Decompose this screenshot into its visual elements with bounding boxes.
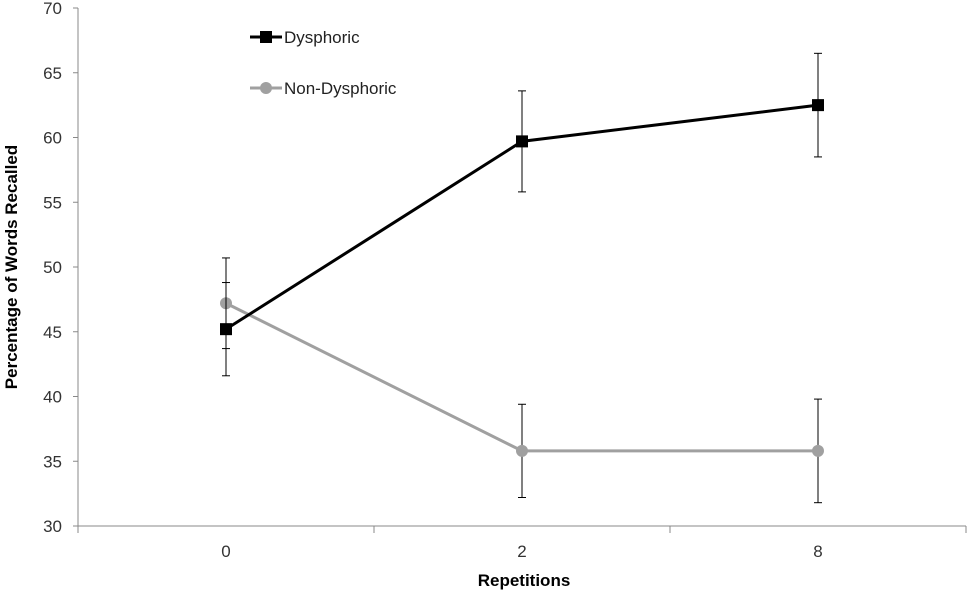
data-point-square	[812, 99, 824, 112]
x-tick-label: 0	[221, 542, 230, 561]
legend: Dysphoric Non-Dysphoric	[250, 28, 397, 98]
legend-marker-circle	[260, 82, 272, 94]
x-axis-title: Repetitions	[478, 571, 571, 590]
legend-label: Non-Dysphoric	[284, 79, 397, 98]
y-tick-label: 65	[43, 64, 62, 83]
x-axis: 0 2 8	[77, 525, 967, 561]
y-tick-label: 60	[43, 129, 62, 148]
legend-marker-square	[260, 31, 272, 43]
data-point-circle	[812, 444, 824, 457]
data-point-circle	[516, 444, 528, 457]
y-tick-label: 50	[43, 258, 62, 277]
x-ticks: 0 2 8	[77, 526, 967, 561]
legend-item: Dysphoric	[250, 28, 360, 47]
y-tick-label: 40	[43, 388, 62, 407]
series-dysphoric	[220, 52, 824, 377]
series-non-dysphoric	[220, 257, 824, 504]
plot-area	[220, 52, 824, 504]
data-point-square	[220, 323, 232, 336]
x-tick-label: 8	[813, 542, 822, 561]
y-tick-label: 55	[43, 193, 62, 212]
y-tick-label: 35	[43, 452, 62, 471]
y-tick-label: 30	[43, 517, 62, 536]
y-tick-label: 45	[43, 323, 62, 342]
y-ticks: 30 35 40 45 50 55 60 65 70	[43, 0, 78, 536]
data-point-square	[516, 135, 528, 148]
legend-label: Dysphoric	[284, 28, 360, 47]
y-axis-title: Percentage of Words Recalled	[2, 145, 21, 389]
y-axis: 30 35 40 45 50 55 60 65 70	[43, 0, 79, 536]
legend-item: Non-Dysphoric	[250, 79, 397, 98]
y-tick-label: 70	[43, 0, 62, 18]
x-tick-label: 2	[517, 542, 526, 561]
